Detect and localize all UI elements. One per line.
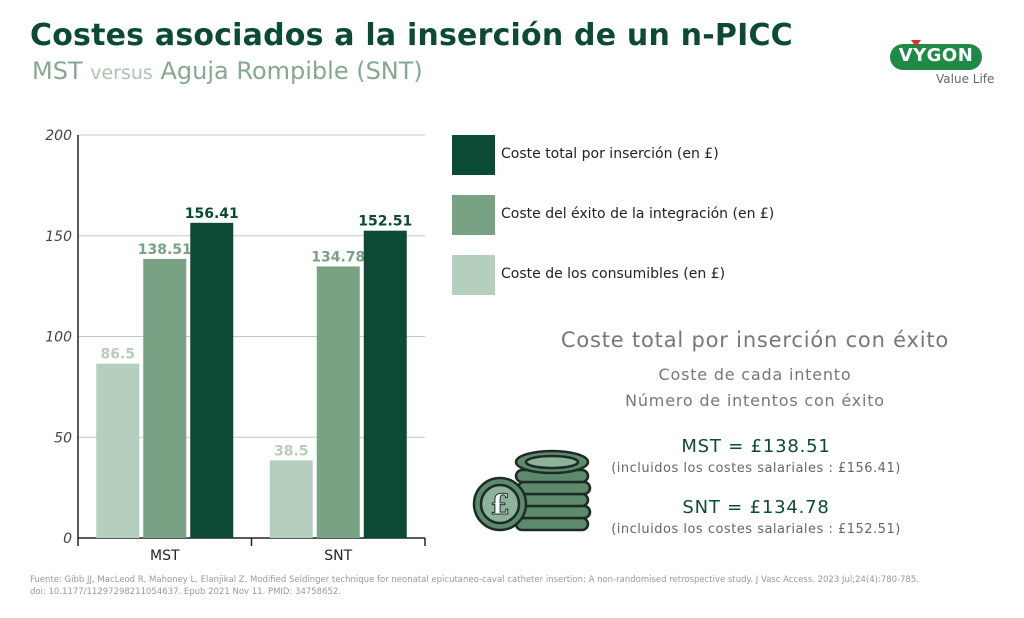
summary-denominator: Número de intentos con éxito xyxy=(625,391,885,410)
subtitle-versus: versus xyxy=(90,62,153,84)
data-label: 152.51 xyxy=(358,214,412,230)
legend-swatch-total xyxy=(452,135,495,175)
legend-label-consumables: Coste de los consumibles (en £) xyxy=(501,266,726,282)
x-category-label: SNT xyxy=(324,548,352,564)
legend-swatch-consumables xyxy=(452,255,495,295)
y-tick-label: 100 xyxy=(45,330,72,346)
vygon-logo: VYGON Value Life xyxy=(884,40,994,90)
data-label: 134.78 xyxy=(311,249,365,265)
bar-chart: 0 50 100 150 200 86.5 138.51 156.41 MST 38.5 134.7… xyxy=(45,128,426,564)
x-category-label: MST xyxy=(150,548,180,564)
y-tick-label: 50 xyxy=(54,430,72,446)
legend-swatch-success xyxy=(452,195,495,235)
data-label: 138.51 xyxy=(138,242,192,258)
legend-label-success: Coste del éxito de la integración (en £) xyxy=(501,206,775,222)
summary-title: Coste total por inserción con éxito xyxy=(560,328,950,352)
result-mst: MST = £138.51 (incluidos los costes sala… xyxy=(586,436,926,476)
bar-mst-1 xyxy=(143,258,187,538)
logo-wordmark: VYGON xyxy=(898,45,974,66)
data-label: 38.5 xyxy=(274,443,309,459)
y-tick-label: 150 xyxy=(45,229,72,245)
summary-numerator: Coste de cada intento xyxy=(658,365,852,384)
logo-tagline: Value Life xyxy=(936,72,995,86)
logo-pill xyxy=(890,44,982,70)
logo-accent-icon xyxy=(911,40,921,47)
subtitle-snt: Aguja Rompible (SNT) xyxy=(160,57,423,85)
result-snt: SNT = £134.78 (incluidos los costes sala… xyxy=(586,497,926,537)
result-snt-value: SNT = £134.78 xyxy=(682,497,830,518)
pound-coins-icon: £ xyxy=(472,449,592,532)
legend-item-consumables: Coste de los consumibles (en £) xyxy=(452,255,852,295)
result-mst-note: (incluidos los costes salariales : £156.… xyxy=(611,461,901,476)
result-snt-note: (incluidos los costes salariales : £152.… xyxy=(611,522,901,537)
bar-mst-0 xyxy=(96,363,140,538)
y-tick-label: 200 xyxy=(45,128,72,144)
bar-snt-0 xyxy=(269,460,313,538)
result-mst-value: MST = £138.51 xyxy=(681,436,831,457)
y-tick-label: 0 xyxy=(63,531,72,547)
page-subtitle: MST versus Aguja Rompible (SNT) xyxy=(32,57,423,85)
bar-snt-1 xyxy=(316,266,360,538)
svg-text:£: £ xyxy=(490,488,509,521)
legend-label-total: Coste total por inserción (en £) xyxy=(501,146,719,162)
legend-item-success: Coste del éxito de la integración (en £) xyxy=(452,195,852,235)
data-label: 156.41 xyxy=(185,206,239,222)
bar-snt-2 xyxy=(363,230,407,538)
bar-mst-2 xyxy=(190,222,234,538)
legend-item-total: Coste total por inserción (en £) xyxy=(452,135,852,175)
page-title: Costes asociados a la inserción de un n-… xyxy=(30,18,793,53)
data-label: 86.5 xyxy=(100,347,135,363)
subtitle-mst: MST xyxy=(32,57,83,85)
source-citation: Fuente: Gibb JJ, MacLeod R, Mahoney L, E… xyxy=(30,575,920,597)
